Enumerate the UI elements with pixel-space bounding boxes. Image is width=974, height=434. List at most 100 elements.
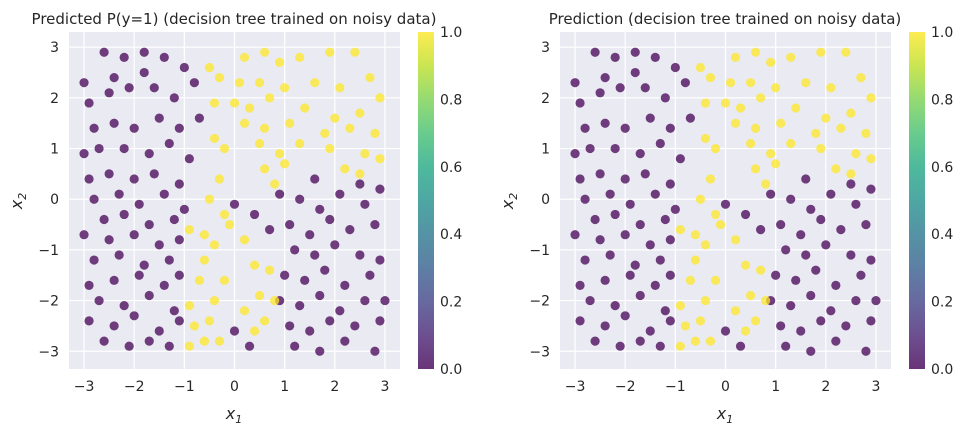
point-class-0 <box>570 149 580 159</box>
point-class-1 <box>766 57 776 68</box>
point-class-0 <box>129 230 139 240</box>
point-class-0 <box>179 204 189 214</box>
point-class-1 <box>229 98 240 108</box>
point-class-0 <box>806 290 816 301</box>
point-class-0 <box>189 78 199 88</box>
point-class-0 <box>114 250 124 260</box>
point-class-0 <box>786 194 796 204</box>
point-class-0 <box>816 214 826 225</box>
y-tick-label: 1 <box>541 142 550 158</box>
point-class-0 <box>660 306 670 316</box>
point-class-1 <box>690 255 701 265</box>
point-class-0 <box>600 275 610 285</box>
point-class-0 <box>791 275 801 285</box>
point-class-1 <box>700 240 711 250</box>
point-class-1 <box>801 78 811 88</box>
point-class-1 <box>730 306 741 316</box>
point-class-1 <box>209 295 220 306</box>
scatter-points <box>570 47 881 356</box>
point-class-0 <box>300 275 310 285</box>
point-class-0 <box>184 154 194 164</box>
point-class-0 <box>84 316 94 326</box>
point-class-0 <box>620 174 630 184</box>
point-class-1 <box>675 225 685 235</box>
point-class-0 <box>575 98 585 108</box>
point-class-1 <box>756 93 766 103</box>
point-class-0 <box>360 295 370 306</box>
colorbar-tick-labels: 0.0 0.2 0.4 0.6 0.8 1.0 <box>440 25 462 378</box>
point-class-0 <box>244 341 255 351</box>
point-class-0 <box>580 123 590 133</box>
point-class-0 <box>625 199 635 209</box>
point-class-1 <box>750 47 761 57</box>
point-class-1 <box>690 336 701 346</box>
point-class-1 <box>816 143 826 154</box>
point-class-0 <box>124 83 134 93</box>
point-class-1 <box>254 78 265 88</box>
point-class-0 <box>84 280 94 290</box>
point-class-0 <box>615 341 625 351</box>
point-class-1 <box>771 83 781 93</box>
grid-lines <box>560 32 891 369</box>
point-class-0 <box>355 250 365 260</box>
point-class-0 <box>109 321 119 331</box>
y-tick-label: −3 <box>38 344 59 360</box>
point-class-1 <box>861 128 871 138</box>
point-class-1 <box>821 113 831 123</box>
point-class-1 <box>280 83 290 93</box>
point-class-1 <box>695 316 706 326</box>
point-class-1 <box>254 138 265 149</box>
point-class-1 <box>320 128 330 138</box>
point-class-0 <box>756 225 766 235</box>
y-tick-label: −2 <box>529 294 550 310</box>
point-class-0 <box>129 311 139 321</box>
point-class-0 <box>280 270 290 280</box>
point-class-0 <box>871 295 881 306</box>
point-class-0 <box>109 275 119 285</box>
point-class-0 <box>104 88 114 98</box>
point-class-1 <box>761 179 771 189</box>
point-class-0 <box>285 321 295 331</box>
point-class-1 <box>199 336 210 346</box>
point-class-0 <box>600 73 610 83</box>
point-class-1 <box>745 78 756 88</box>
point-class-1 <box>259 123 270 133</box>
point-class-0 <box>575 174 585 184</box>
point-class-0 <box>665 270 675 280</box>
point-class-0 <box>655 138 665 149</box>
point-class-0 <box>84 98 94 108</box>
point-class-1 <box>705 73 716 83</box>
point-class-0 <box>375 255 385 265</box>
point-class-0 <box>605 189 615 199</box>
point-class-0 <box>720 326 731 336</box>
point-class-0 <box>836 225 846 235</box>
point-class-1 <box>295 52 305 62</box>
x-tick-labels: −3 −2 −1 0 1 2 3 <box>565 379 881 395</box>
point-class-0 <box>655 255 665 265</box>
point-class-1 <box>836 123 846 133</box>
point-class-0 <box>645 113 655 123</box>
point-class-1 <box>715 219 726 230</box>
point-class-0 <box>615 83 625 93</box>
point-class-0 <box>340 280 350 290</box>
point-class-1 <box>685 275 695 285</box>
point-class-0 <box>605 250 615 260</box>
colorbar <box>418 32 434 369</box>
point-class-0 <box>670 204 680 214</box>
chart-title: Predicted P(y=1) (decision tree trained … <box>32 10 437 28</box>
point-class-1 <box>204 194 215 204</box>
point-class-1 <box>695 62 706 73</box>
point-class-0 <box>580 194 590 204</box>
colorbar-tick-label: 0.4 <box>931 227 953 243</box>
point-class-1 <box>745 138 756 149</box>
point-class-1 <box>750 123 761 133</box>
point-class-0 <box>144 149 154 159</box>
point-class-1 <box>675 301 685 311</box>
point-class-1 <box>270 179 280 189</box>
point-class-0 <box>164 341 174 351</box>
y-tick-label: 0 <box>541 192 550 208</box>
point-class-0 <box>635 336 645 346</box>
point-class-1 <box>270 295 280 306</box>
point-class-1 <box>365 73 375 83</box>
